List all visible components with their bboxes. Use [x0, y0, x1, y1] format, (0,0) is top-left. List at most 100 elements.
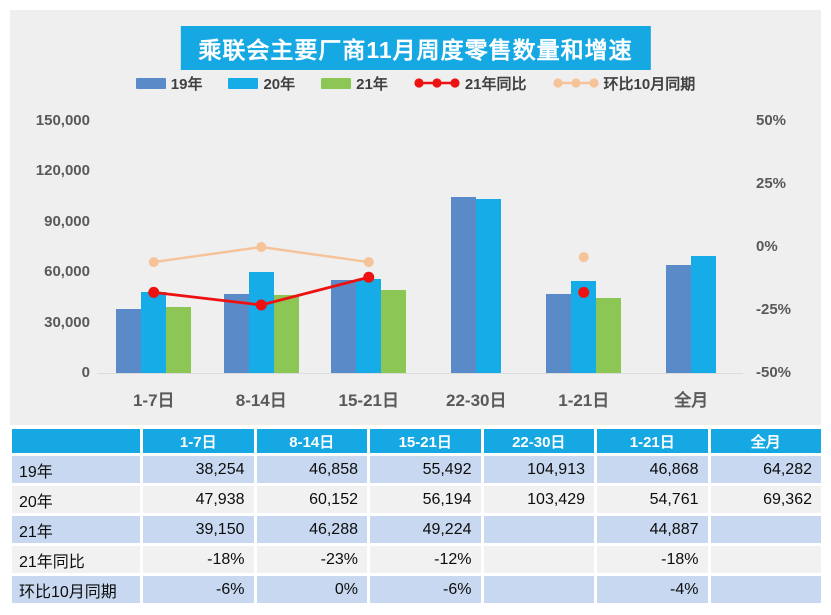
table-cell	[483, 576, 594, 603]
table-row-环比10月同期: 环比10月同期 -6% 0% -6% -4%	[12, 576, 821, 603]
legend-item-21年同比: 21年同比	[414, 73, 527, 94]
legend-line-swatch-icon	[414, 78, 460, 88]
point-21年同比	[578, 286, 590, 298]
legend-swatch-icon	[321, 77, 352, 89]
y-axis-left-tick: 0	[81, 364, 90, 381]
table-cell: 46,288	[256, 516, 367, 543]
bar-21年-1-7日	[166, 307, 192, 373]
legend-item-20年: 20年	[228, 73, 295, 94]
table-cell: 69,362	[710, 486, 821, 513]
row-label: 21年	[12, 516, 140, 543]
y-axis-right-tick: 25%	[756, 175, 787, 192]
table-cell: -4%	[597, 576, 708, 603]
legend-label: 19年	[170, 75, 203, 93]
y-axis-left-tick: 90,000	[44, 212, 90, 230]
data-table: 1-7日 8-14日 15-21日 22-30日 1-21日 全月 19年 38,254 46,…	[9, 426, 824, 606]
table-cell	[483, 546, 594, 573]
table-row-19年: 19年 38,254 46,858 55,492 104,913 46,868 64,282	[12, 456, 821, 483]
table-cell: -23%	[256, 546, 367, 573]
bar-20年-15-21日	[356, 278, 382, 373]
chart-legend: 19年 20年 21年 21年同比 环比10月同期	[10, 72, 821, 94]
table-cell	[710, 516, 821, 543]
table-cell	[483, 516, 594, 543]
bar-19年-22-30日	[451, 196, 477, 373]
x-axis-label: 15-21日	[338, 391, 399, 410]
x-axis-label: 1-7日	[132, 391, 175, 410]
legend-line-swatch-icon	[552, 78, 599, 88]
x-axis-label: 全月	[674, 391, 709, 410]
table-cell: 60,152	[256, 486, 367, 513]
table-header-row: 1-7日 8-14日 15-21日 22-30日 1-21日 全月	[12, 429, 821, 453]
bar-19年-15-21日	[331, 279, 357, 373]
bar-20年-8-14日	[248, 271, 274, 373]
bar-19年-1-21日	[546, 294, 572, 373]
bar-21年-15-21日	[381, 290, 407, 373]
x-axis-label: 22-30日	[446, 391, 507, 410]
legend-item-21年: 21年	[321, 73, 388, 94]
bar-19年-全月	[666, 265, 692, 373]
table-cell: 104,913	[483, 456, 594, 483]
bar-20年-22-30日	[476, 199, 502, 373]
bar-21年-8-14日	[273, 295, 299, 373]
legend-item-环比10月同期: 环比10月同期	[552, 73, 695, 94]
y-axis-right-tick: -25%	[756, 301, 792, 318]
table-cell: -18%	[597, 546, 708, 573]
table-cell: 55,492	[370, 456, 481, 483]
chart-title: 乘联会主要厂商11月周度零售数量和增速	[180, 26, 651, 70]
plot-area: 150,000 120,000 90,000 60,000 30,000 0 50% 25% 0…	[10, 10, 821, 425]
bar-21年-1-21日	[596, 297, 622, 373]
x-axis-label: 1-21日	[558, 391, 610, 410]
y-axis-left-tick: 120,000	[35, 162, 90, 180]
table-row-21年: 21年 39,150 46,288 49,224 44,887	[12, 516, 821, 543]
table-cell: 44,887	[597, 516, 708, 543]
y-axis-left-tick: 60,000	[44, 263, 90, 281]
legend-item-19年: 19年	[135, 73, 203, 94]
y-axis-left-tick: 150,000	[35, 112, 90, 129]
chart-panel: 乘联会主要厂商11月周度零售数量和增速 19年 20年 21年 21年同比 环比10月同…	[10, 10, 821, 425]
point-环比10月同期	[578, 252, 589, 263]
table-header-cell: 15-21日	[370, 429, 481, 453]
y-axis-right-tick: -50%	[756, 364, 792, 381]
legend-swatch-icon	[135, 77, 166, 89]
table-header-cell: 全月	[710, 429, 821, 453]
table-cell	[710, 546, 821, 573]
row-label: 19年	[12, 456, 140, 483]
x-axis-line	[98, 373, 743, 374]
table-cell: 0%	[256, 576, 367, 603]
table-cell: -6%	[370, 576, 481, 603]
table-cell: 47,938	[143, 486, 254, 513]
table-cell: 64,282	[710, 456, 821, 483]
table-cell: 38,254	[143, 456, 254, 483]
table-header-cell: 22-30日	[483, 429, 594, 453]
y-axis-right-tick: 50%	[756, 112, 787, 129]
legend-label: 20年	[263, 75, 296, 93]
table-cell: 56,194	[370, 486, 481, 513]
bar-19年-8-14日	[223, 294, 249, 373]
bar-20年-1-7日	[141, 292, 167, 373]
legend-swatch-icon	[228, 77, 259, 89]
x-axis-label: 8-14日	[235, 391, 287, 410]
table-cell: -12%	[370, 546, 481, 573]
point-21年同比	[363, 271, 375, 283]
table-row-21年同比: 21年同比 -18% -23% -12% -18%	[12, 546, 821, 573]
table-header-cell: 1-7日	[143, 429, 254, 453]
table-cell: 54,761	[597, 486, 708, 513]
table-cell: 46,858	[256, 456, 367, 483]
point-环比10月同期	[256, 242, 267, 252]
legend-label: 21年同比	[464, 75, 527, 93]
legend-label: 21年	[356, 75, 388, 93]
table-row-20年: 20年 47,938 60,152 56,194 103,429 54,761 69,362	[12, 486, 821, 513]
table-header-cell: 8-14日	[256, 429, 367, 453]
row-label: 环比10月同期	[12, 576, 140, 603]
table-header-cell	[12, 429, 140, 453]
row-label: 20年	[12, 486, 140, 513]
bar-19年-1-7日	[116, 308, 142, 373]
table-cell: 46,868	[597, 456, 708, 483]
table-header-cell: 1-21日	[597, 429, 708, 453]
table-cell: 39,150	[143, 516, 254, 543]
table-cell: 103,429	[483, 486, 594, 513]
table-cell: -6%	[143, 576, 254, 603]
point-21年同比	[148, 286, 160, 298]
table-cell: 49,224	[370, 516, 481, 543]
